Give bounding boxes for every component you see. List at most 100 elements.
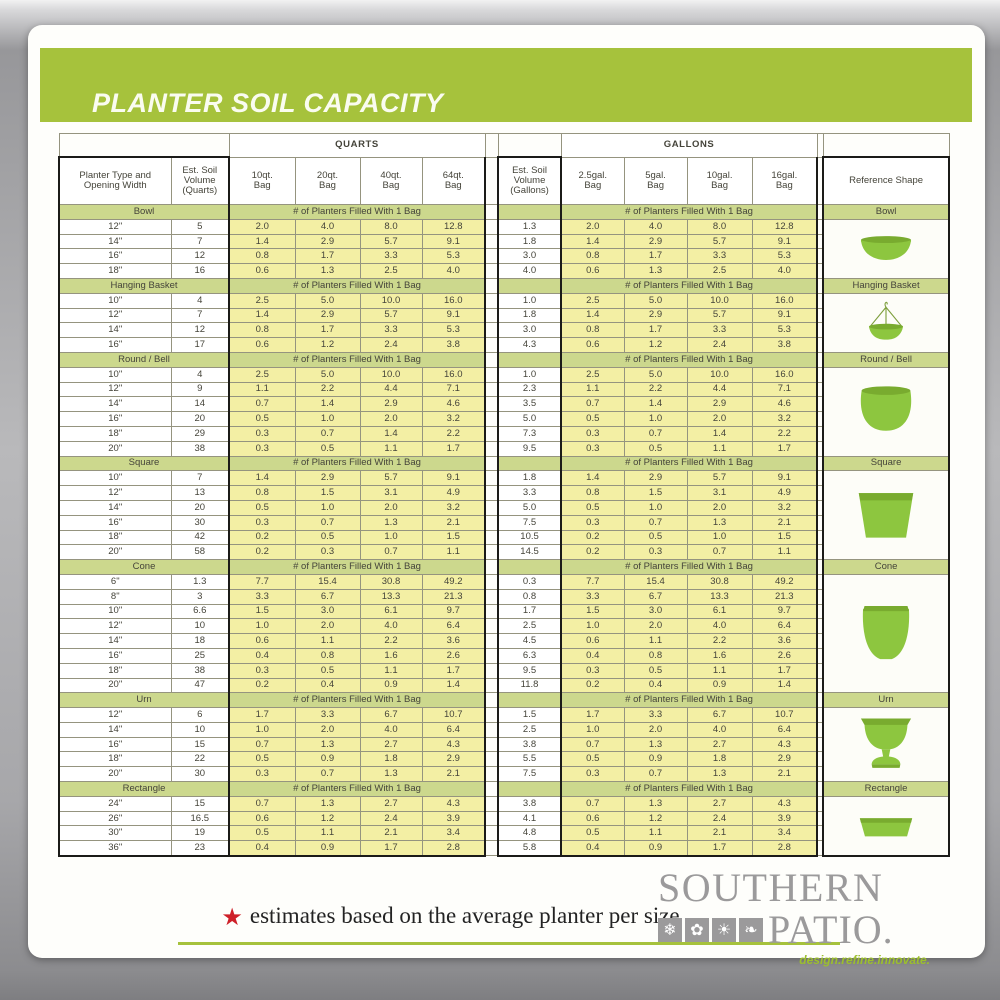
reference-shape-cell xyxy=(822,573,951,694)
est-quarts-cell: 30 xyxy=(170,766,230,783)
opening-width-cell: 18" xyxy=(58,662,172,679)
brand-logo: SOUTHERN ❄ ✿ ☀ ❧ PATIO. design.refine.in… xyxy=(658,868,930,966)
est-quarts-cell: 30 xyxy=(170,514,230,531)
gal-bag-value: 0.9 xyxy=(623,840,688,857)
est-gallons-cell: 1.8 xyxy=(497,233,563,250)
section-band-row: Urn # of Planters Filled With 1 Bag # of P… xyxy=(58,692,951,709)
gal-bag-value: 4.0 xyxy=(686,721,753,738)
qt-bag-value: 6.4 xyxy=(421,618,487,635)
qt-bag-value: 10.0 xyxy=(359,366,423,383)
gal-bag-value: 2.0 xyxy=(686,499,753,516)
opening-width-cell: 16" xyxy=(58,736,172,753)
est-quarts-cell: 16.5 xyxy=(170,810,230,827)
opening-width-cell: 20" xyxy=(58,677,172,694)
est-quarts-cell: 17 xyxy=(170,337,230,353)
qt-bag-value: 1.0 xyxy=(359,529,423,546)
est-quarts-cell: 22 xyxy=(170,751,230,768)
gal-bag-value: 30.8 xyxy=(686,573,753,590)
gal-bag-value: 0.5 xyxy=(623,662,688,679)
band-cell xyxy=(497,204,563,220)
bowl-shape-icon xyxy=(843,223,929,274)
bag-10gal-header: 10gal. Bag xyxy=(686,156,753,205)
qt-bag-value: 1.1 xyxy=(294,633,361,649)
est-quarts-cell: 1.3 xyxy=(170,573,230,590)
est-gallons-cell: 1.0 xyxy=(497,292,563,309)
gal-bag-value: 0.8 xyxy=(560,485,625,501)
data-row: 14" 7 1.4 2.9 5.7 9.1 1.8 1.4 2.9 5.7 9.1 xyxy=(58,233,949,250)
gal-bag-value: 2.0 xyxy=(623,721,688,738)
fill-label: # of Planters Filled With 1 Bag xyxy=(560,781,819,797)
qt-bag-value: 2.5 xyxy=(359,263,423,279)
data-row: 16" 17 0.6 1.2 2.4 3.8 4.3 0.6 1.2 2.4 3.8 xyxy=(58,337,949,353)
est-quarts-cell: 47 xyxy=(170,677,230,694)
est-quarts-cell: 6.6 xyxy=(170,603,230,620)
est-quarts-cell: 13 xyxy=(170,485,230,501)
fill-label: # of Planters Filled With 1 Bag xyxy=(560,455,819,472)
opening-width-cell: 12" xyxy=(58,618,172,635)
data-row: 6" 1.3 7.7 15.4 30.8 49.2 0.3 7.7 15.4 30.8 49.2 xyxy=(58,573,951,694)
gal-bag-value: 1.5 xyxy=(560,603,625,620)
gal-bag-value: 1.7 xyxy=(751,662,819,679)
opening-width-cell: 14" xyxy=(58,322,172,339)
qt-bag-value: 10.7 xyxy=(421,707,487,723)
band-cell xyxy=(497,351,563,368)
flower-icon: ✿ xyxy=(685,918,709,942)
flyer-card: PLANTER SOIL CAPACITY QUARTS GALLONS Pl xyxy=(28,25,985,966)
quarts-group-header: QUARTS xyxy=(228,133,486,158)
qt-bag-value: 4.0 xyxy=(294,218,361,235)
data-row: 10" 7 1.4 2.9 5.7 9.1 1.8 1.4 2.9 5.7 9.1 xyxy=(58,470,951,561)
gal-bag-value: 1.0 xyxy=(623,411,688,427)
fill-label: # of Planters Filled With 1 Bag xyxy=(227,692,487,709)
est-gallons-cell: 3.5 xyxy=(497,396,563,413)
gal-bag-value: 0.4 xyxy=(560,647,625,664)
qt-bag-value: 2.4 xyxy=(359,337,423,353)
qt-bag-value: 0.7 xyxy=(294,425,361,442)
data-row: 16" 30 0.3 0.7 1.3 2.1 7.5 0.3 0.7 1.3 2.1 xyxy=(58,514,949,531)
est-quarts-cell: 7 xyxy=(170,470,230,487)
page-title: PLANTER SOIL CAPACITY xyxy=(92,88,444,118)
gal-bag-value: 0.8 xyxy=(560,248,625,265)
est-gallons-cell: 9.5 xyxy=(497,440,563,457)
reference-shape-header: Reference Shape xyxy=(822,156,951,205)
qt-bag-value: 1.1 xyxy=(421,544,487,561)
section-band-row: Square # of Planters Filled With 1 Bag # o… xyxy=(58,455,951,472)
gal-bag-value: 1.4 xyxy=(560,470,625,487)
qt-bag-value: 1.4 xyxy=(294,396,361,413)
gal-bag-value: 0.3 xyxy=(623,544,688,561)
gal-bag-value: 0.7 xyxy=(560,736,625,753)
opening-width-cell: 20" xyxy=(58,544,172,561)
qt-bag-value: 4.3 xyxy=(421,736,487,753)
bag-20qt-header: 20qt. Bag xyxy=(294,156,361,205)
qt-bag-value: 2.7 xyxy=(359,795,423,812)
qt-bag-value: 1.7 xyxy=(421,662,487,679)
gal-bag-value: 2.0 xyxy=(686,411,753,427)
est-gallons-cell: 3.0 xyxy=(497,248,563,265)
gal-bag-value: 2.2 xyxy=(623,381,688,398)
gal-bag-value: 2.9 xyxy=(686,396,753,413)
qt-bag-value: 0.8 xyxy=(228,248,296,265)
qt-bag-value: 1.0 xyxy=(294,411,361,427)
qt-bag-value: 4.0 xyxy=(359,618,423,635)
gal-bag-value: 2.9 xyxy=(623,470,688,487)
qt-bag-value: 5.3 xyxy=(421,322,487,339)
gal-bag-value: 6.4 xyxy=(751,721,819,738)
gal-bag-value: 0.5 xyxy=(560,411,625,427)
gal-bag-value: 3.8 xyxy=(751,337,819,353)
bag-5gal-header: 5gal. Bag xyxy=(623,156,688,205)
qt-bag-value: 9.1 xyxy=(421,233,487,250)
est-quarts-cell: 23 xyxy=(170,840,230,857)
qt-bag-value: 3.6 xyxy=(421,633,487,649)
section-label: Square xyxy=(58,455,230,472)
qt-bag-value: 0.8 xyxy=(294,647,361,664)
gal-bag-value: 2.5 xyxy=(560,292,625,309)
gal-bag-value: 3.9 xyxy=(751,810,819,827)
section-band-row: Rectangle # of Planters Filled With 1 Bag… xyxy=(58,781,951,797)
qt-bag-value: 1.2 xyxy=(294,810,361,827)
data-row: 20" 30 0.3 0.7 1.3 2.1 7.5 0.3 0.7 1.3 2.1 xyxy=(58,766,949,783)
gal-bag-value: 15.4 xyxy=(623,573,688,590)
opening-width-cell: 14" xyxy=(58,721,172,738)
gal-bag-value: 1.0 xyxy=(560,618,625,635)
band-cell xyxy=(497,277,563,294)
qt-bag-value: 1.3 xyxy=(359,514,423,531)
gal-bag-value: 0.2 xyxy=(560,544,625,561)
